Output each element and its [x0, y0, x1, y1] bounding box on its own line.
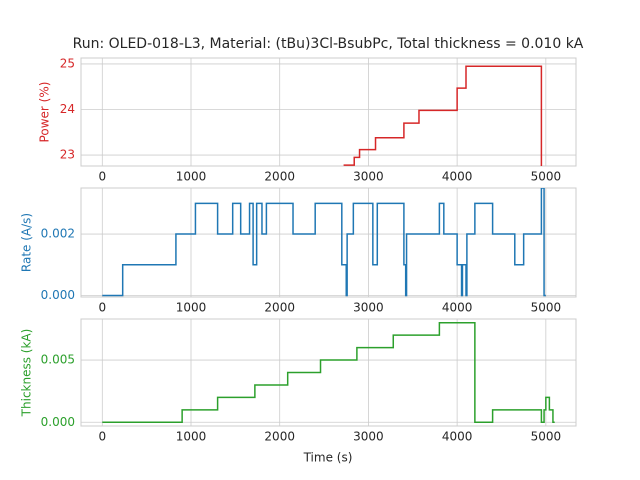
x-tick-label: 3000	[353, 430, 384, 444]
x-tick-label: 3000	[353, 301, 384, 315]
x-tick-label: 5000	[531, 430, 562, 444]
x-tick-label: 0	[98, 430, 106, 444]
x-tick-label: 2000	[264, 301, 295, 315]
x-tick-label: 4000	[442, 430, 473, 444]
y-axis-label: Rate (A/s)	[20, 213, 34, 272]
axes-frame	[80, 187, 577, 298]
data-line	[102, 321, 555, 424]
x-tick-label: 0	[98, 170, 106, 184]
x-tick-label: 4000	[442, 170, 473, 184]
y-tick-label: 24	[60, 102, 75, 116]
x-tick-label: 1000	[176, 430, 207, 444]
y-axis-label: Power (%)	[38, 82, 52, 143]
y-tick-label: 0.000	[41, 415, 75, 429]
axes-frame	[80, 57, 577, 167]
chart-title: Run: OLED-018-L3, Material: (tBu)3Cl-Bsu…	[73, 36, 584, 52]
x-tick-label: 3000	[353, 170, 384, 184]
y-tick-label: 25	[60, 56, 75, 70]
x-tick-label: 5000	[531, 301, 562, 315]
x-tick-label: 1000	[176, 170, 207, 184]
x-tick-label: 2000	[264, 430, 295, 444]
x-tick-label: 1000	[176, 301, 207, 315]
data-line	[102, 188, 546, 297]
x-tick-label: 5000	[531, 170, 562, 184]
y-tick-label: 0.000	[41, 288, 75, 302]
y-tick-label: 0.002	[41, 227, 75, 241]
y-axis-label: Thickness (kA)	[20, 329, 34, 418]
axes-frame	[80, 318, 577, 427]
data-line	[343, 65, 543, 166]
y-tick-label: 0.005	[41, 353, 75, 367]
x-axis-label: Time (s)	[303, 451, 353, 465]
y-tick-label: 23	[60, 148, 75, 162]
x-tick-label: 0	[98, 301, 106, 315]
x-tick-label: 4000	[442, 301, 473, 315]
x-tick-label: 2000	[264, 170, 295, 184]
